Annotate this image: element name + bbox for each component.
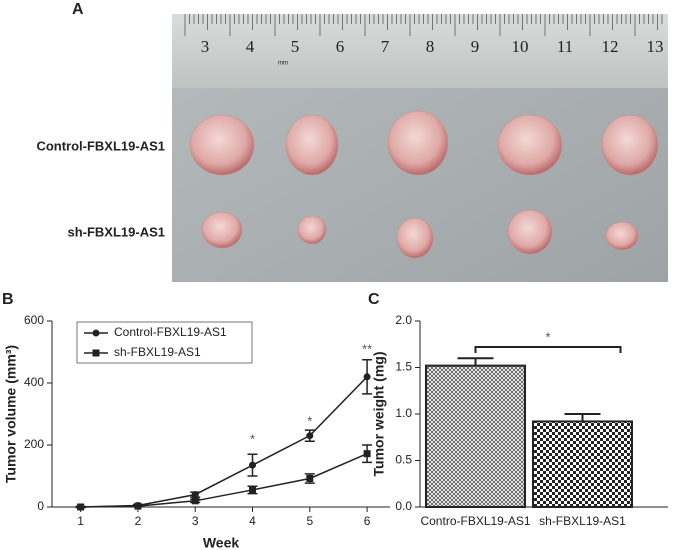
tumor <box>189 114 255 176</box>
ruler-number: 8 <box>426 37 435 56</box>
y-tick-label: 600 <box>24 313 44 327</box>
marker <box>191 491 199 499</box>
y-tick-label: 1.0 <box>395 406 412 420</box>
tumor <box>285 114 339 176</box>
x-axis-label: Week <box>203 535 240 550</box>
y-tick-label: 200 <box>24 437 44 451</box>
y-axis-label: Tumor weight (mg) <box>371 352 387 477</box>
ruler-number: 6 <box>336 37 345 56</box>
legend-label: Control-FBXL19-AS1 <box>114 325 227 339</box>
marker <box>191 497 199 505</box>
series-line <box>80 376 368 508</box>
ruler-number: 3 <box>201 37 210 56</box>
tumor <box>507 209 553 255</box>
y-tick-label: 2.0 <box>395 313 412 327</box>
series-line <box>80 452 368 508</box>
row-label: sh-FBXL19-AS1 <box>67 224 165 239</box>
ruler-number: 13 <box>647 37 664 56</box>
x-tick-label: 3 <box>192 514 199 528</box>
tumor <box>497 114 563 176</box>
y-tick-label: 0.0 <box>395 499 412 513</box>
ruler-number: 11 <box>557 37 573 56</box>
marker <box>306 474 314 482</box>
bar <box>425 364 526 509</box>
ruler-number: 9 <box>471 37 480 56</box>
x-tick-label: 1 <box>77 514 84 528</box>
ruler <box>172 14 668 88</box>
error-bar <box>564 413 601 422</box>
tumor <box>201 211 243 249</box>
ruler-number: 12 <box>602 37 619 56</box>
marker <box>77 503 85 511</box>
ruler-number: 4 <box>246 37 255 56</box>
y-axis-label: Tumor volume (mm³) <box>3 345 19 483</box>
ruler-number: 10 <box>512 37 529 56</box>
ruler-number: 7 <box>381 37 390 56</box>
error-bar <box>457 357 494 366</box>
panel-label: B <box>2 291 14 308</box>
legend-marker <box>92 329 100 337</box>
x-tick-label: Contro-FBXL19-AS1 <box>420 514 530 528</box>
significance-mark: * <box>307 413 312 428</box>
panel-label: C <box>368 291 380 308</box>
tumor <box>396 217 434 259</box>
x-tick-label: 2 <box>135 514 142 528</box>
bar <box>532 420 633 508</box>
legend-box <box>76 321 253 364</box>
significance-mark: * <box>250 431 255 446</box>
marker <box>306 432 314 440</box>
legend-marker <box>92 349 100 357</box>
x-tick-label: 5 <box>306 514 313 528</box>
x-tick-label: 4 <box>249 514 256 528</box>
x-tick-label: sh-FBXL19-AS1 <box>539 514 626 528</box>
marker <box>249 461 257 469</box>
ruler-number: 5 <box>291 37 300 56</box>
y-tick-label: 0.5 <box>395 453 412 467</box>
x-tick-label: 6 <box>364 514 371 528</box>
ruler-unit: mm <box>278 61 288 67</box>
significance-mark: * <box>545 329 550 344</box>
tumor-photo <box>172 14 668 282</box>
significance-mark: ** <box>362 342 372 357</box>
y-tick-label: 1.5 <box>395 360 412 374</box>
significance-bracket <box>474 346 622 354</box>
marker <box>249 486 257 494</box>
tumor <box>387 110 449 176</box>
tumor <box>605 221 639 251</box>
tumor <box>601 114 659 176</box>
marker <box>363 450 371 458</box>
marker <box>134 502 142 510</box>
legend-label: sh-FBXL19-AS1 <box>114 345 201 359</box>
y-tick-label: 0 <box>37 499 44 513</box>
row-label: Control-FBXL19-AS1 <box>36 138 165 153</box>
panel-label: A <box>72 1 84 18</box>
tumor <box>297 215 327 245</box>
marker <box>363 373 371 381</box>
y-tick-label: 400 <box>24 375 44 389</box>
